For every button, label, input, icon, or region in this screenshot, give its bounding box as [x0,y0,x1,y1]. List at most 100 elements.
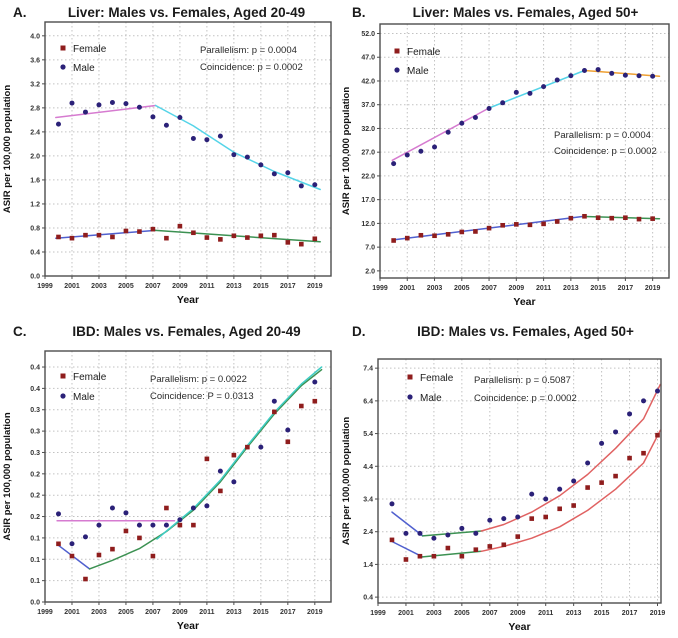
svg-text:2003: 2003 [427,285,443,292]
chart-title: IBD: Males vs. Females, Aged 50+ [417,324,634,339]
data-point [650,216,655,221]
chart-title: IBD: Males vs. Females, Aged 20-49 [72,324,301,339]
legend-marker-female [394,48,400,54]
gridlines [44,351,331,603]
trend-line-female-trend-curve [88,368,323,570]
data-point [56,541,61,547]
data-point [217,468,223,474]
chart-liver-20-49: 1999 2001 2003 2005 2007 2009 2011 2013 2015 2017… [2,21,332,306]
data-point [285,439,291,445]
data-point [69,553,75,559]
legend: Female Male [60,372,107,403]
scatter-female [389,432,660,562]
svg-text:0.4: 0.4 [30,249,40,256]
data-point [312,182,318,188]
svg-text:2005: 2005 [118,609,134,616]
svg-text:2003: 2003 [91,609,107,616]
svg-text:2.4: 2.4 [363,529,373,536]
data-point [641,450,646,456]
data-point [285,170,291,176]
svg-text:1999: 1999 [37,609,53,616]
svg-text:2019: 2019 [650,610,666,617]
svg-text:7.4: 7.4 [363,366,373,373]
data-point [431,535,437,541]
data-point [627,455,632,461]
data-point [459,120,465,126]
svg-text:2007: 2007 [481,285,497,292]
chart-liver-50plus: 1999 2001 2003 2005 2007 2009 2011 2013 2015 2017… [341,23,670,308]
svg-text:2001: 2001 [398,610,414,617]
svg-text:6.4: 6.4 [363,398,373,405]
plot-border [44,350,332,603]
chart-title: Liver: Males vs. Females, Aged 20-49 [67,5,306,20]
data-point [177,517,183,523]
svg-text:2017: 2017 [618,285,634,292]
data-point [582,213,587,219]
data-point [123,510,129,516]
data-point [312,236,318,242]
data-point [312,379,318,385]
data-point [123,528,129,534]
data-point [190,505,196,511]
trend-line-female-trend-fall [154,229,321,243]
data-point [417,530,423,536]
data-point [69,541,75,547]
svg-text:2015: 2015 [253,283,269,290]
svg-text:47.0: 47.0 [361,55,375,62]
annotation-line: Parallelism: p = 0.5087 [474,375,571,386]
chart-ibd-50plus: 1999 2001 2003 2005 2007 2009 2011 2013 2015 2017… [341,358,666,633]
svg-text:1.6: 1.6 [30,177,40,184]
data-point [486,225,492,231]
scatter-female [56,223,318,247]
svg-text:2013: 2013 [566,610,582,617]
legend: Female Male [60,44,107,74]
svg-text:0.4: 0.4 [363,595,373,602]
panel-letter: B. [352,5,366,20]
data-point [312,398,318,404]
svg-text:1999: 1999 [370,610,386,617]
svg-text:2019: 2019 [307,609,323,616]
scatter-male [55,99,318,189]
trend-line-female-trend-fall [391,540,424,558]
data-point [623,215,628,221]
data-point [655,388,661,394]
svg-text:32.0: 32.0 [361,126,375,133]
data-point [641,398,647,404]
data-point [432,144,438,150]
trend-line-male-trend-fall [391,511,424,537]
panel-ibd-50plus: 1999 2001 2003 2005 2007 2009 2011 2013 2015 2017… [339,319,678,638]
data-point [571,478,577,484]
axes: 1999 2001 2003 2005 2007 2009 2011 2013 2015 2017… [2,365,323,632]
svg-text:5.4: 5.4 [363,431,373,438]
data-point [96,552,102,558]
svg-text:0.2: 0.2 [30,493,40,500]
stat-annotation: Parallelism: p = 0.0004 Coincidence: p = … [554,130,657,157]
data-point [571,503,576,508]
panel-ibd-20-49: 1999 2001 2003 2005 2007 2009 2011 2013 2015 2017… [0,319,339,638]
data-point [55,511,61,517]
data-point [96,102,102,108]
data-point [486,106,492,112]
data-point [514,222,519,227]
data-point [622,72,628,78]
panel-liver-20-49: 1999 2001 2003 2005 2007 2009 2011 2013 2015 2017… [0,0,339,319]
data-point [431,553,437,559]
data-point [298,183,304,189]
data-point [83,576,88,582]
annotation-line: Coincidence: p = 0.0002 [554,146,657,157]
trend-line-male-trend-curve [480,383,662,532]
axes: 1999 2001 2003 2005 2007 2009 2011 2013 2015 2017… [2,33,323,306]
svg-text:2005: 2005 [118,283,134,290]
svg-text:2011: 2011 [536,285,551,292]
data-point [258,162,264,168]
data-point [163,522,169,528]
data-point [177,114,183,120]
data-point [285,427,291,433]
svg-text:2003: 2003 [426,610,442,617]
svg-text:2009: 2009 [510,610,526,617]
axes: 1999 2001 2003 2005 2007 2009 2011 2013 2015 2017… [341,31,661,308]
data-point [123,228,129,234]
data-point [404,235,410,241]
data-point [459,553,465,559]
